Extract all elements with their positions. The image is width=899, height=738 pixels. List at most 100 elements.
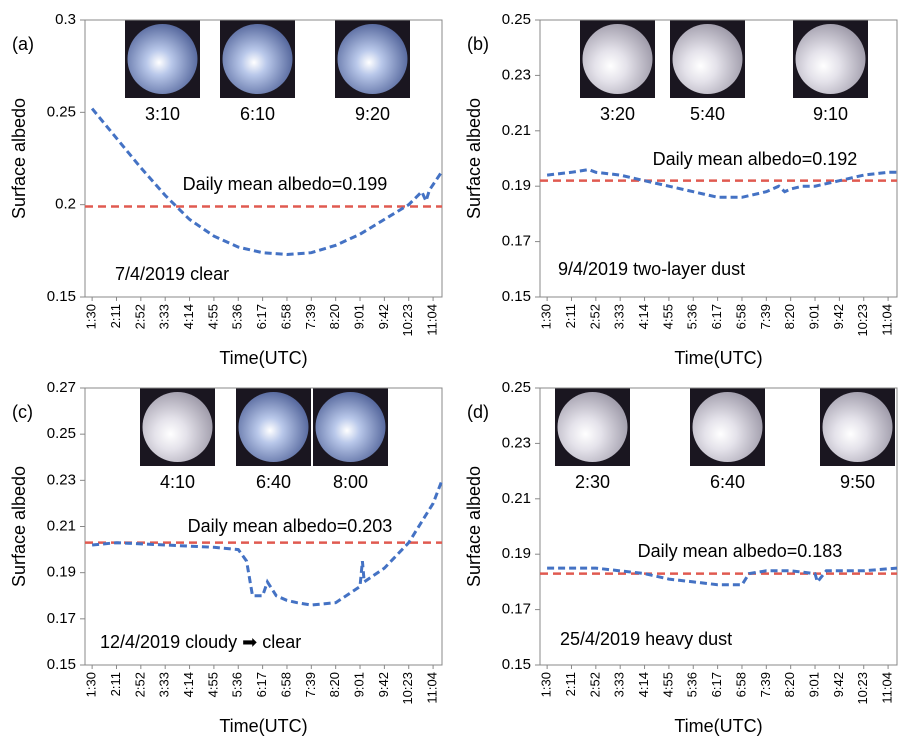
x-tick-label: 8:20 <box>327 672 342 697</box>
x-tick-label: 9:42 <box>831 672 846 697</box>
sky-photo-dome <box>142 392 213 462</box>
y-tick-label: 0.23 <box>502 434 531 451</box>
x-tick-label: 2:52 <box>132 672 147 697</box>
mean-label: Daily mean albedo=0.199 <box>183 174 388 194</box>
x-tick-label: 9:01 <box>806 672 821 697</box>
sky-photo-dome <box>238 392 309 462</box>
photo-time: 9:50 <box>840 472 875 492</box>
x-tick-label: 1:30 <box>539 304 554 329</box>
x-tick-label: 2:52 <box>132 304 147 329</box>
sky-photo-dome <box>692 392 763 462</box>
photo-time: 9:10 <box>813 104 848 124</box>
x-tick-label: 6:58 <box>733 304 748 329</box>
condition-note: 7/4/2019 clear <box>115 264 229 284</box>
albedo-line <box>547 566 898 587</box>
y-tick-label: 0.17 <box>502 601 531 618</box>
photo-time: 3:10 <box>145 104 180 124</box>
x-tick-label: 2:11 <box>563 672 578 696</box>
x-tick-label: 4:55 <box>205 304 220 329</box>
photo-time: 3:20 <box>600 104 635 124</box>
x-tick-label: 8:20 <box>782 672 797 697</box>
x-tick-label: 7:39 <box>758 304 773 329</box>
x-tick-label: 8:20 <box>327 304 342 329</box>
y-tick-label: 0.15 <box>502 656 531 673</box>
x-tick-label: 9:42 <box>376 672 391 697</box>
x-tick-label: 1:30 <box>539 672 554 697</box>
x-tick-label: 6:17 <box>254 304 269 329</box>
x-tick-label: 6:58 <box>278 304 293 329</box>
x-tick-label: 5:36 <box>230 304 245 329</box>
sky-photo-dome <box>672 24 743 94</box>
albedo-line <box>546 168 897 199</box>
condition-note: 9/4/2019 two-layer dust <box>558 259 745 279</box>
photo-time: 9:20 <box>355 104 390 124</box>
mean-label: Daily mean albedo=0.183 <box>638 541 843 561</box>
y-tick-label: 0.17 <box>47 610 76 627</box>
photo-time: 6:10 <box>240 104 275 124</box>
x-tick-label: 8:20 <box>782 304 797 329</box>
x-tick-label: 3:33 <box>157 672 172 697</box>
x-tick-label: 6:58 <box>733 672 748 697</box>
condition-note: 25/4/2019 heavy dust <box>560 629 732 649</box>
albedo-line <box>90 107 444 257</box>
plot-frame <box>539 19 898 298</box>
mean-label: Daily mean albedo=0.192 <box>653 149 858 169</box>
y-axis-title: Surface albedo <box>9 98 29 219</box>
x-tick-label: 11:04 <box>880 304 895 336</box>
panel: 4:10 6:40 8:00 0.15 0.17 0.19 0.21 0.23 0.25 0.27… <box>9 379 444 736</box>
panel-label: (c) <box>12 402 33 422</box>
y-tick-label: 0.21 <box>502 490 531 507</box>
x-axis-title: Time(UTC) <box>219 348 307 368</box>
plot-frame <box>84 19 443 298</box>
x-tick-label: 1:30 <box>84 304 99 329</box>
y-tick-label: 0.25 <box>502 379 531 396</box>
y-tick-label: 0.2 <box>55 196 76 213</box>
x-tick-label: 5:36 <box>685 304 700 329</box>
x-tick-label: 3:33 <box>612 304 627 329</box>
x-tick-label: 11:04 <box>425 672 440 704</box>
y-tick-label: 0.15 <box>47 656 76 673</box>
x-axis-title: Time(UTC) <box>674 348 762 368</box>
x-tick-label: 9:01 <box>351 672 366 697</box>
photo-time: 5:40 <box>690 104 725 124</box>
sky-photo-dome <box>795 24 866 94</box>
x-tick-label: 11:04 <box>880 672 895 704</box>
x-tick-label: 4:55 <box>205 672 220 697</box>
y-tick-label: 0.21 <box>502 122 531 139</box>
photo-time: 2:30 <box>575 472 610 492</box>
x-tick-label: 9:01 <box>351 304 366 329</box>
x-tick-label: 6:17 <box>709 304 724 329</box>
x-tick-label: 9:42 <box>376 304 391 329</box>
photo-time: 8:00 <box>333 472 368 492</box>
x-tick-label: 4:14 <box>636 672 651 697</box>
y-tick-label: 0.23 <box>502 66 531 83</box>
x-tick-label: 10:23 <box>400 672 415 705</box>
panel-label: (a) <box>12 34 34 54</box>
mean-label: Daily mean albedo=0.203 <box>188 516 393 536</box>
y-tick-label: 0.19 <box>502 177 531 194</box>
panel-label: (d) <box>467 402 489 422</box>
x-tick-label: 10:23 <box>855 304 870 337</box>
sky-photo-dome <box>337 24 408 94</box>
y-tick-label: 0.3 <box>55 11 76 28</box>
x-tick-label: 10:23 <box>400 304 415 337</box>
x-tick-label: 9:42 <box>831 304 846 329</box>
photo-time: 4:10 <box>160 472 195 492</box>
sky-photo-dome <box>822 392 893 462</box>
panel: 3:10 6:10 9:20 0.15 0.2 0.25 0.3 1:30 2:11 2:52 3:… <box>9 11 444 368</box>
x-tick-label: 7:39 <box>303 672 318 697</box>
y-tick-label: 0.15 <box>502 288 531 305</box>
x-tick-label: 1:30 <box>84 672 99 697</box>
x-tick-label: 2:52 <box>587 672 602 697</box>
y-tick-label: 0.15 <box>47 288 76 305</box>
x-tick-label: 4:55 <box>660 304 675 329</box>
x-tick-label: 2:11 <box>108 672 123 696</box>
x-tick-label: 5:36 <box>230 672 245 697</box>
y-axis-title: Surface albedo <box>9 466 29 587</box>
sky-photo-dome <box>315 392 386 462</box>
x-tick-label: 4:55 <box>660 672 675 697</box>
x-tick-label: 4:14 <box>636 304 651 329</box>
y-tick-label: 0.19 <box>47 564 76 581</box>
y-tick-label: 0.27 <box>47 379 76 396</box>
